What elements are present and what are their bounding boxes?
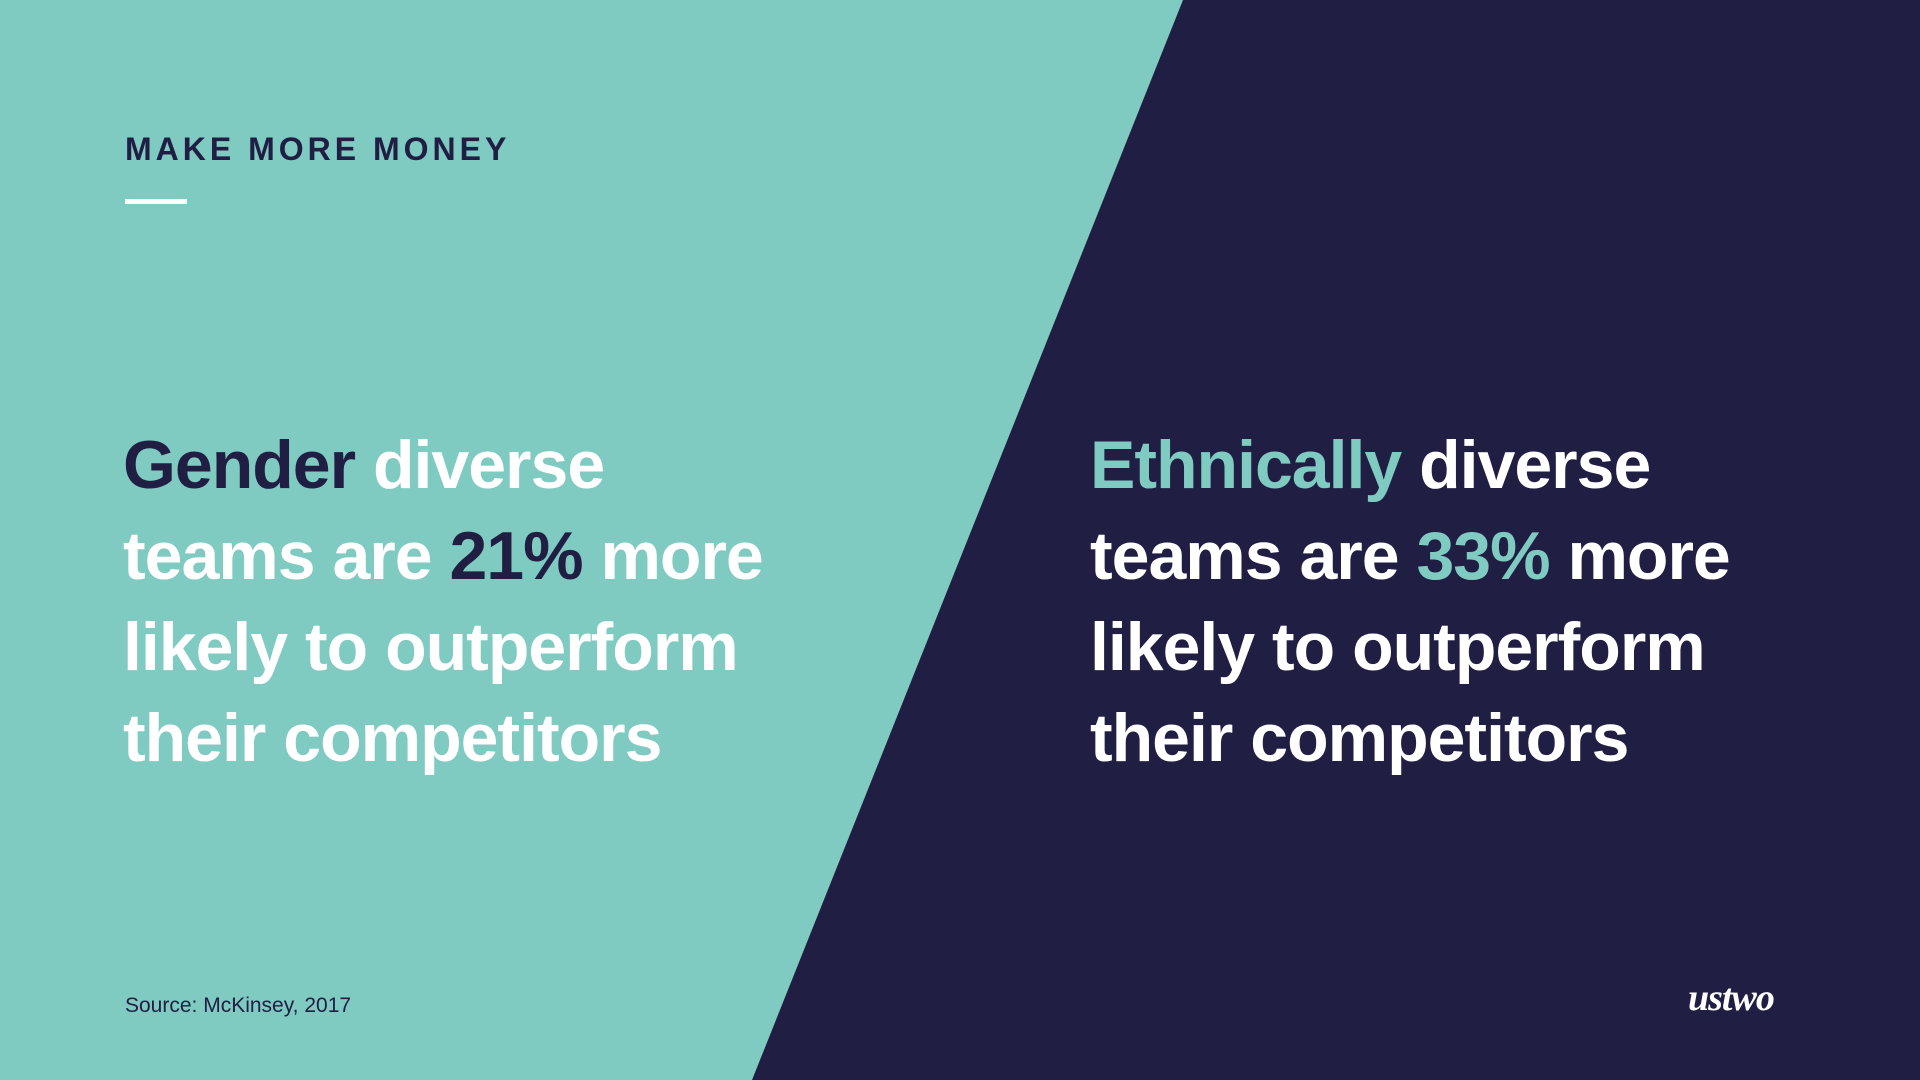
statement-text: diverse — [355, 427, 605, 503]
statement-line: their competitors — [1090, 693, 1730, 784]
logo: ustwo — [1688, 977, 1775, 1019]
statement-line: teams are 33% more — [1090, 511, 1731, 602]
highlight-text: 21% — [449, 518, 583, 594]
highlight-text: Gender — [123, 427, 356, 503]
statement-text: teams are — [1090, 518, 1417, 594]
statement-text: more — [582, 518, 763, 594]
highlight-text: 33% — [1416, 518, 1550, 594]
statement-line: likely to outperform — [123, 602, 763, 693]
statement-text: likely to outperform — [1090, 609, 1706, 685]
highlight-text: Ethnically — [1090, 427, 1402, 503]
statement-text: likely to outperform — [123, 609, 739, 685]
statement-line: likely to outperform — [1090, 602, 1730, 693]
statement-text: diverse — [1401, 427, 1651, 503]
statement-text: more — [1549, 518, 1730, 594]
heading: MAKE MORE MONEY — [125, 131, 511, 167]
dark-panel — [752, 0, 1920, 1080]
statement-text: their competitors — [1090, 700, 1629, 776]
statement-text: teams are — [123, 518, 450, 594]
source: Source: McKinsey, 2017 — [125, 994, 352, 1017]
statement-line: teams are 21% more — [123, 511, 764, 602]
statement-line: Ethnically diverse — [1090, 420, 1730, 511]
left-statement: Gender diverse teams are 21% more likely t… — [123, 420, 764, 784]
right-statement: Ethnically diverse teams are 33% more like… — [1090, 420, 1731, 784]
heading-rule — [125, 199, 187, 204]
statement-line: Gender diverse — [123, 420, 763, 511]
statement-line: their competitors — [123, 693, 763, 784]
statement-text: their competitors — [123, 700, 662, 776]
